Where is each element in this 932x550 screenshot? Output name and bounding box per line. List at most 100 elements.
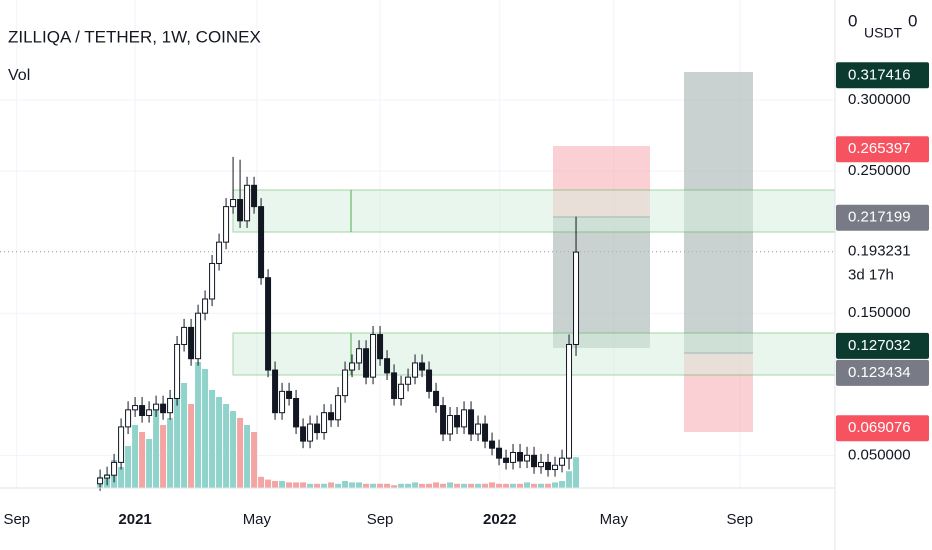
candle-body <box>111 461 118 476</box>
volume-bar <box>370 483 377 488</box>
price-tag <box>836 332 929 359</box>
volume-bar <box>496 483 503 488</box>
scale-left: 0 <box>848 11 857 30</box>
volume-bar <box>566 471 573 488</box>
volume-bar <box>356 482 363 488</box>
volume-bar <box>300 482 307 488</box>
candle-body <box>412 362 419 378</box>
x-tick-label: 2021 <box>118 511 151 528</box>
scale-right: 0 <box>908 11 917 30</box>
countdown: 3d 17h <box>848 267 894 284</box>
candle-body <box>300 426 307 442</box>
candle-body <box>195 312 202 360</box>
volume-bar <box>342 481 349 488</box>
volume-bar <box>139 432 146 488</box>
candle-body <box>510 451 517 463</box>
candle-body <box>384 358 391 374</box>
candle-body <box>125 409 132 428</box>
price-tag-label: 0.317416 <box>848 66 911 83</box>
volume-bar <box>461 483 468 488</box>
candle-body <box>475 423 482 435</box>
candle-body <box>314 423 321 434</box>
support-zone <box>232 332 836 376</box>
volume-bar <box>377 483 384 488</box>
candle-body <box>174 343 181 399</box>
candle-body <box>146 409 153 417</box>
volume-bar <box>160 425 167 488</box>
volume-bar <box>237 418 244 488</box>
candle-body <box>265 277 272 371</box>
candle-body <box>328 412 335 421</box>
candle-body <box>202 298 209 314</box>
candle-body <box>132 405 139 411</box>
volume-bar <box>391 485 398 488</box>
candle-body <box>398 383 405 399</box>
volume-bar <box>286 482 293 488</box>
price-tag-label: 0.265397 <box>848 140 911 157</box>
volume-bar <box>195 362 202 488</box>
volume-bar <box>230 411 237 488</box>
volume-bar <box>335 483 342 488</box>
volume-bar <box>398 483 405 488</box>
target-zone <box>553 217 650 348</box>
candle-body <box>531 454 538 468</box>
candle-body <box>426 369 433 392</box>
candle-body <box>181 326 188 345</box>
candle-body <box>363 348 370 378</box>
volume-bar <box>132 425 139 488</box>
candle-body <box>573 251 580 345</box>
candle-body <box>482 423 489 442</box>
candle-body <box>538 461 545 468</box>
candle-body <box>496 447 503 459</box>
volume-bar <box>216 397 223 488</box>
volume-bar <box>531 483 538 488</box>
volume-bar <box>454 483 461 488</box>
y-tick-label: 0.150000 <box>848 304 911 321</box>
volume-bar <box>559 481 566 488</box>
candle-body <box>153 403 160 411</box>
candle-body <box>524 454 531 462</box>
candle-body <box>342 369 349 397</box>
volume-bar <box>167 418 174 488</box>
volume-bar <box>118 467 125 488</box>
volume-bar <box>482 483 489 488</box>
volume-bar <box>314 483 321 488</box>
price-tag <box>836 415 929 442</box>
candle-body <box>349 362 356 371</box>
candle-body <box>139 405 146 417</box>
candle-body <box>419 362 426 371</box>
candle-body <box>405 376 412 385</box>
candle-body <box>279 390 286 414</box>
volume-pane <box>97 362 580 488</box>
candle-body <box>356 348 363 364</box>
candle-body <box>503 457 510 463</box>
volume-bar <box>412 482 419 488</box>
volume-bar <box>328 482 335 488</box>
candle-body <box>230 199 237 208</box>
candle-body <box>293 397 300 428</box>
candle-body <box>97 477 104 485</box>
volume-bar <box>153 404 160 488</box>
candle-body <box>559 457 566 466</box>
volume-bar <box>475 483 482 488</box>
candle-body <box>104 474 111 479</box>
indicator-label: Vol <box>8 67 30 84</box>
candle-body <box>286 390 293 399</box>
x-tick-label: Sep <box>367 511 394 528</box>
price-tags: 0.317416 0.265397 0.217199 0.193231 3d 17h 0.… <box>836 62 929 442</box>
volume-bar <box>524 482 531 488</box>
price-tag <box>836 136 929 163</box>
currency: USDT <box>864 25 903 41</box>
x-tick-label: May <box>600 511 629 528</box>
volume-bar <box>251 432 258 488</box>
volume-bar <box>188 404 195 488</box>
price-tag-label: 0.193231 <box>848 243 911 260</box>
volume-bar <box>440 483 447 488</box>
candle-body <box>391 372 398 399</box>
candle-body <box>118 426 125 463</box>
volume-bar <box>321 483 328 488</box>
price-tag <box>836 359 929 386</box>
volume-bar <box>468 483 475 488</box>
volume-bar <box>272 481 279 488</box>
volume-bar <box>307 483 314 488</box>
